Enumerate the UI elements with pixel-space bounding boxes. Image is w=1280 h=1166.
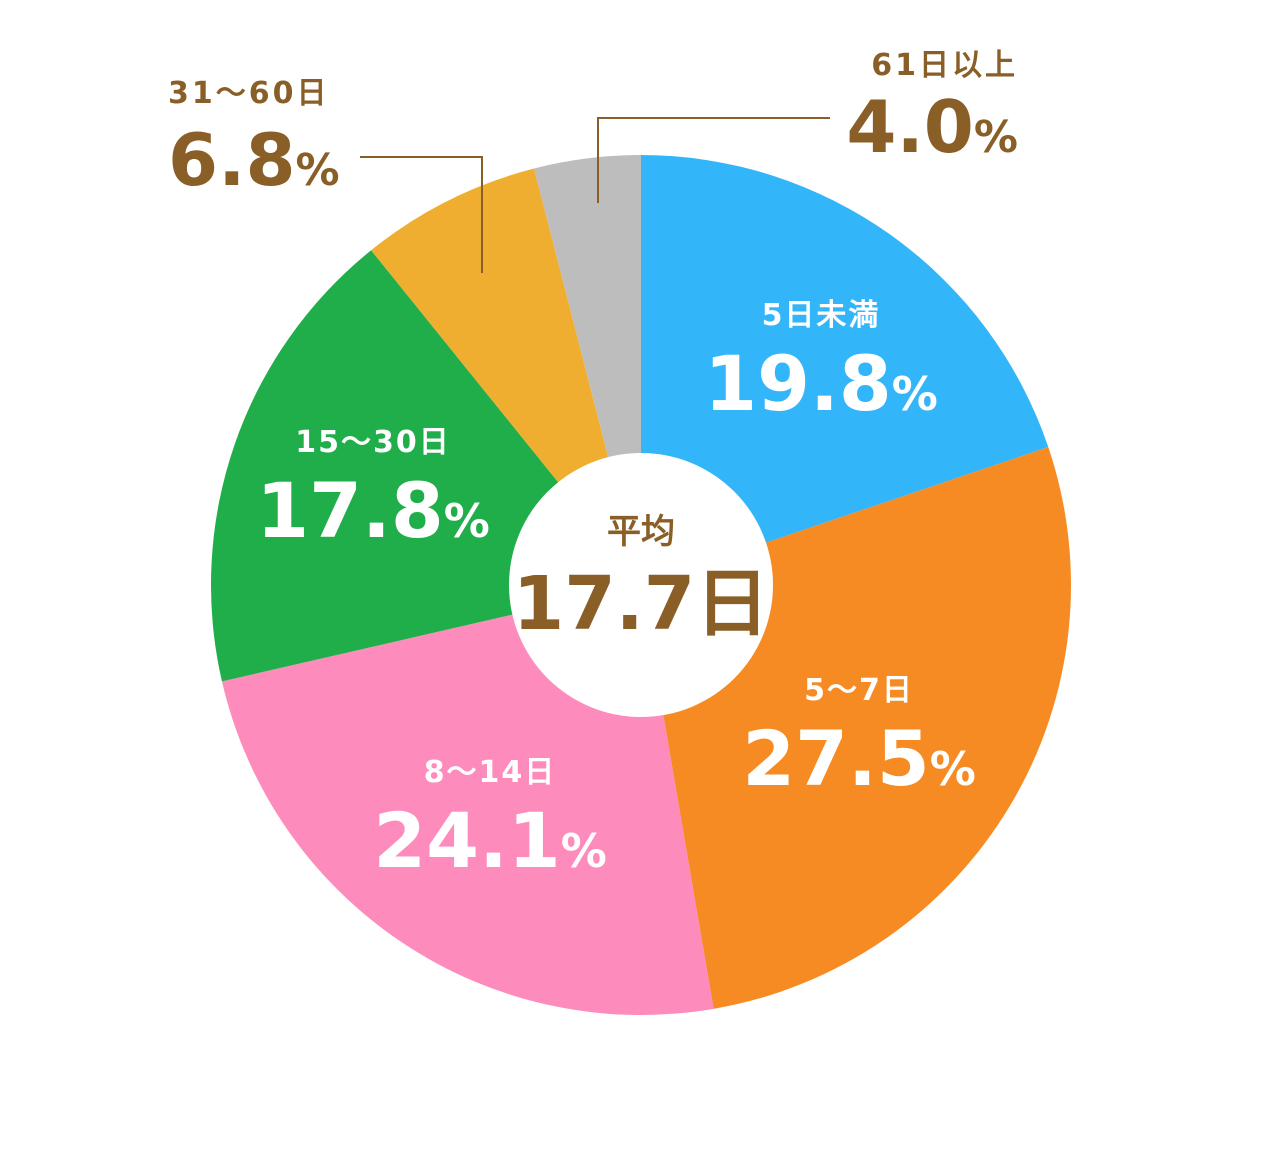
- slice-category-label: 5日未満: [762, 298, 881, 333]
- center-hole: [509, 453, 773, 717]
- slice-value-label: 19.8%: [704, 339, 938, 428]
- outside-category-label: 31～60日: [168, 76, 330, 111]
- slice-value-label: 24.1%: [373, 796, 607, 885]
- slice-category-label: 8～14日: [424, 755, 557, 790]
- slice-value-label: 17.8%: [256, 466, 490, 555]
- leader-line: [360, 156, 483, 273]
- slice-value-label: 27.5%: [742, 714, 976, 803]
- slice-1: [641, 155, 1049, 585]
- slice-labels: 5日未満 19.8% 5～7日 27.5% 8～14日 24.1% 15～30日 17.8% 3…: [168, 48, 1018, 885]
- slice-category-label: 5～7日: [804, 673, 914, 708]
- outside-value-label: 6.8%: [168, 118, 340, 202]
- leader-lines: [360, 117, 830, 273]
- center-label: 平均: [607, 512, 675, 552]
- slice-category-label: 15～30日: [295, 425, 451, 460]
- outside-value-label: 4.0%: [846, 85, 1018, 169]
- outside-category-label: 61日以上: [871, 48, 1018, 83]
- leader-line: [597, 117, 830, 203]
- center-value: 17.7日: [513, 561, 770, 647]
